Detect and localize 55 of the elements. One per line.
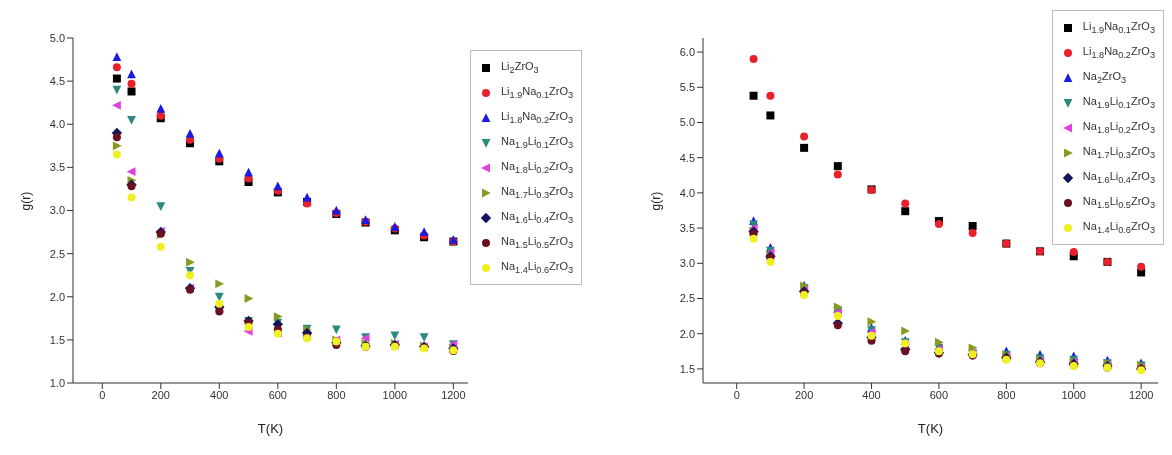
y-axis-title: g(r) (649, 191, 664, 211)
y-tick-label: 4.0 (49, 118, 65, 131)
x-tick-label: 0 (99, 388, 106, 401)
x-tick-label: 1000 (1061, 388, 1086, 401)
legend-label: Na$_{1.5}$Li$_{0.5}$ZrO$_{3}$ (501, 234, 574, 251)
legend-label: Na$_{1.7}$Li$_{0.3}$ZrO$_{3}$ (1082, 144, 1155, 161)
legend-label: Na$_{1.9}$Li$_{0.1}$ZrO$_{3}$ (1082, 94, 1155, 111)
y-tick-label: 3.0 (679, 257, 695, 270)
y-tick-label: 5.0 (679, 116, 695, 129)
legend-label: Li$_{1.9}$Na$_{0.1}$ZrO$_{3}$ (501, 84, 574, 101)
legend-label: Na$_{1.4}$Li$_{0.6}$ZrO$_{3}$ (501, 259, 574, 276)
x-tick-label: 800 (997, 388, 1016, 401)
y-tick-label: 2.5 (679, 292, 695, 305)
y-axis-title: g(r) (19, 191, 34, 211)
y-tick-label: 3.5 (49, 161, 65, 174)
y-tick-label: 2.5 (49, 247, 65, 260)
y-tick-label: 3.0 (49, 204, 65, 217)
legend-label: Li$_{1.9}$Na$_{0.1}$ZrO$_{3}$ (1082, 19, 1155, 36)
legend-label: Na$_{1.7}$Li$_{0.3}$ZrO$_{3}$ (501, 184, 574, 201)
y-tick-label: 5.5 (679, 81, 695, 94)
y-tick-label: 4.0 (679, 186, 695, 199)
y-tick-label: 4.5 (49, 75, 65, 88)
y-tick-label: 1.0 (49, 376, 65, 389)
legend-label: Li$_{1.8}$Na$_{0.2}$ZrO$_{3}$ (1082, 44, 1155, 61)
legend-label: Na$_{1.8}$Li$_{0.2}$ZrO$_{3}$ (501, 159, 574, 176)
y-tick-label: 3.5 (679, 222, 695, 235)
x-tick-label: 0 (733, 388, 740, 401)
legend-label: Na$_{1.6}$Li$_{0.4}$ZrO$_{3}$ (501, 209, 574, 226)
legend-label: Na$_{1.5}$Li$_{0.5}$ZrO$_{3}$ (1082, 194, 1155, 211)
x-tick-label: 600 (268, 388, 287, 401)
legend-label: Na$_{2}$ZrO$_{3}$ (1082, 69, 1127, 86)
x-tick-label: 200 (151, 388, 170, 401)
legend-label: Na$_{1.6}$Li$_{0.4}$ZrO$_{3}$ (1082, 169, 1155, 186)
x-tick-label: 200 (794, 388, 814, 401)
x-axis-title: T(K) (917, 421, 944, 436)
y-tick-label: 4.5 (679, 151, 695, 164)
legend-label: Na$_{1.4}$Li$_{0.6}$ZrO$_{3}$ (1082, 219, 1155, 236)
y-tick-label: 2.0 (679, 327, 695, 340)
x-tick-label: 400 (210, 388, 229, 401)
x-tick-label: 800 (327, 388, 346, 401)
legend-label: Na$_{1.8}$Li$_{0.2}$ZrO$_{3}$ (1082, 119, 1155, 136)
y-tick-label: 2.0 (49, 290, 65, 303)
x-tick-label: 1000 (382, 388, 408, 401)
legend-label: Li$_{2}$ZrO$_{3}$ (501, 59, 539, 76)
x-tick-label: 400 (862, 388, 881, 401)
y-tick-label: 5.0 (49, 31, 65, 44)
y-tick-label: 1.5 (49, 333, 65, 346)
legend-label: Li$_{1.8}$Na$_{0.2}$ZrO$_{3}$ (501, 109, 574, 126)
x-tick-label: 1200 (441, 388, 466, 401)
y-tick-label: 1.5 (679, 362, 695, 375)
x-tick-label: 600 (929, 388, 949, 401)
x-axis-title: T(K) (257, 421, 284, 436)
x-tick-label: 1200 (1128, 388, 1154, 401)
legend-label: Na$_{1.9}$Li$_{0.1}$ZrO$_{3}$ (501, 134, 574, 151)
y-tick-label: 6.0 (679, 45, 695, 58)
